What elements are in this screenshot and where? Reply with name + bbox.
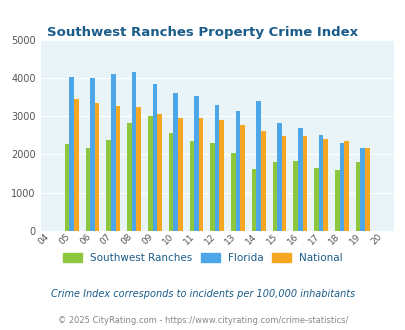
Bar	[210, 143, 214, 231]
Bar	[194, 96, 198, 231]
Bar	[339, 143, 343, 231]
Text: © 2025 CityRating.com - https://www.cityrating.com/crime-statistics/: © 2025 CityRating.com - https://www.city…	[58, 316, 347, 325]
Bar	[132, 72, 136, 231]
Bar	[251, 169, 256, 231]
Bar	[355, 162, 360, 231]
Bar	[219, 119, 224, 231]
Bar	[313, 168, 318, 231]
Bar	[65, 144, 69, 231]
Bar	[127, 123, 132, 231]
Bar	[152, 83, 157, 231]
Bar	[168, 133, 173, 231]
Bar	[198, 118, 203, 231]
Bar	[90, 78, 95, 231]
Bar	[85, 148, 90, 231]
Bar	[318, 135, 323, 231]
Bar	[240, 125, 244, 231]
Bar	[256, 101, 260, 231]
Bar	[173, 93, 177, 231]
Bar	[323, 139, 327, 231]
Bar	[69, 77, 74, 231]
Bar	[272, 162, 277, 231]
Bar	[230, 153, 235, 231]
Legend: Southwest Ranches, Florida, National: Southwest Ranches, Florida, National	[59, 248, 346, 267]
Bar	[111, 74, 115, 231]
Bar	[115, 106, 120, 231]
Bar	[297, 128, 302, 231]
Bar	[95, 103, 99, 231]
Bar	[214, 105, 219, 231]
Bar	[235, 111, 240, 231]
Bar	[302, 136, 307, 231]
Bar	[177, 118, 182, 231]
Text: Crime Index corresponds to incidents per 100,000 inhabitants: Crime Index corresponds to incidents per…	[51, 289, 354, 299]
Bar	[260, 131, 265, 231]
Bar	[74, 99, 79, 231]
Bar	[277, 123, 281, 231]
Bar	[360, 148, 364, 231]
Bar	[364, 148, 369, 231]
Bar	[334, 170, 339, 231]
Bar	[343, 141, 348, 231]
Bar	[157, 114, 161, 231]
Text: Southwest Ranches Property Crime Index: Southwest Ranches Property Crime Index	[47, 26, 358, 39]
Bar	[293, 161, 297, 231]
Bar	[136, 107, 141, 231]
Bar	[281, 136, 286, 231]
Bar	[189, 142, 194, 231]
Bar	[106, 140, 111, 231]
Bar	[148, 116, 152, 231]
